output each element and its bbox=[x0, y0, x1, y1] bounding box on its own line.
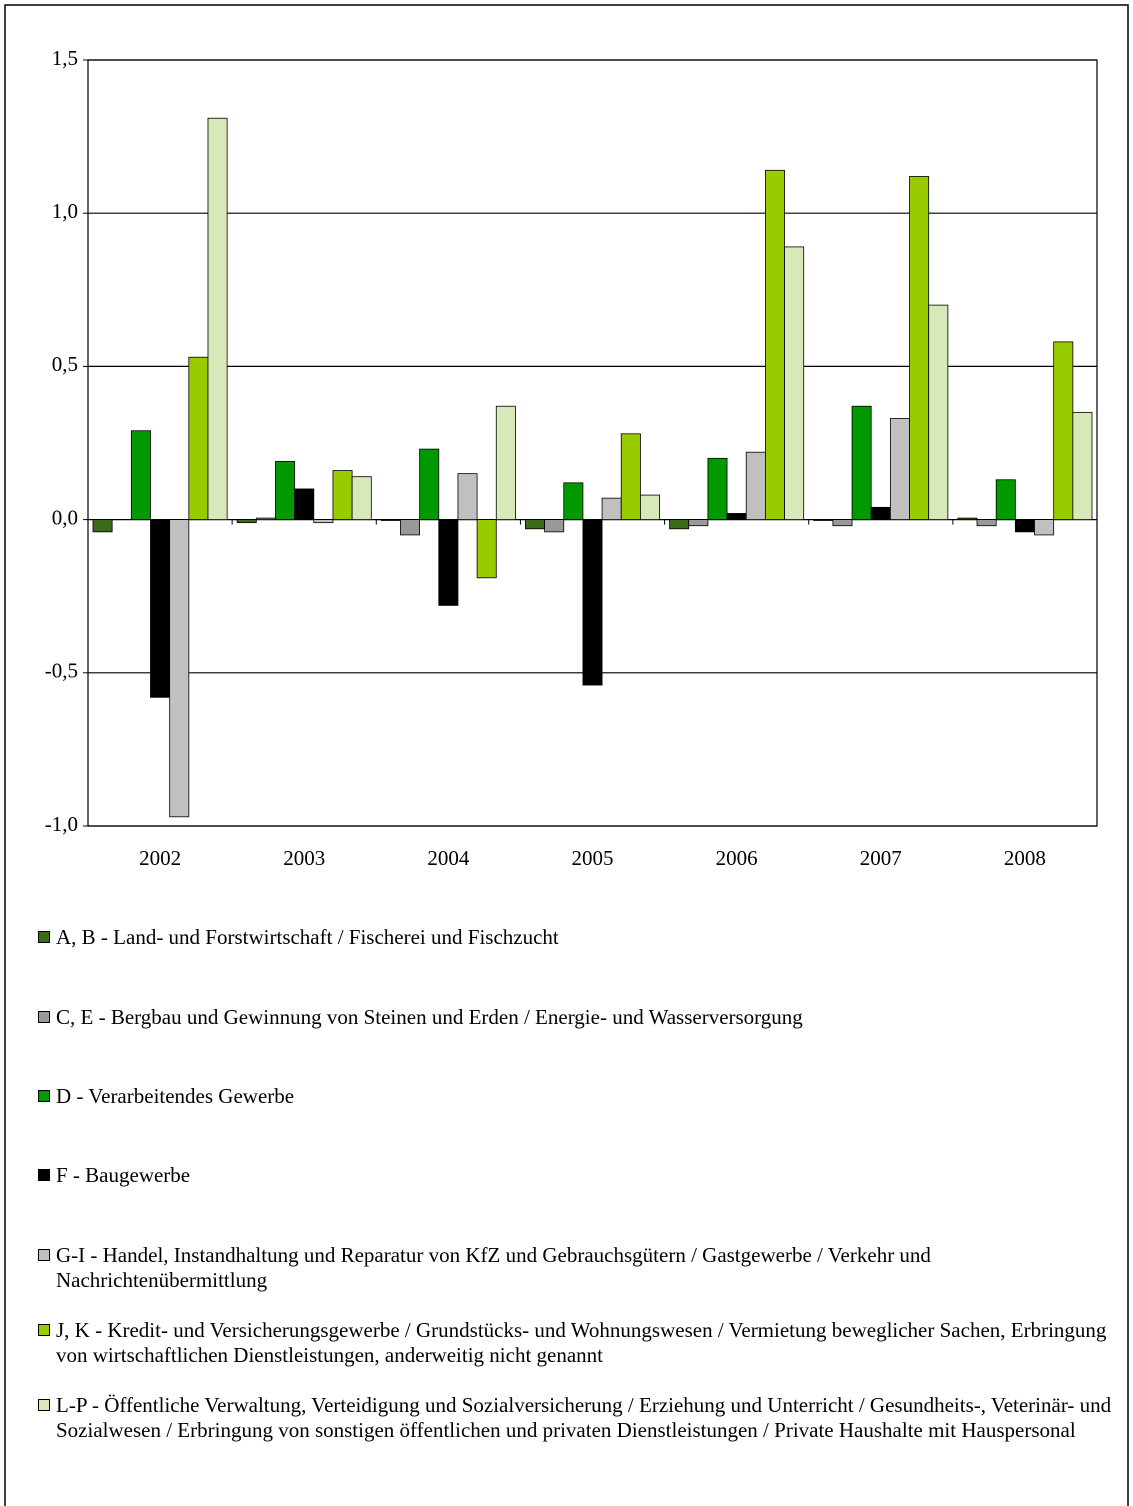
bar bbox=[400, 519, 421, 536]
bar bbox=[851, 405, 872, 520]
bar bbox=[150, 519, 171, 698]
bar bbox=[563, 482, 584, 521]
legend-label: A, B - Land- und Forstwirtschaft / Fisch… bbox=[56, 925, 559, 949]
legend-swatch bbox=[38, 1324, 50, 1336]
bar bbox=[236, 519, 257, 524]
legend-label: L-P - Öffentliche Verwaltung, Verteidigu… bbox=[56, 1393, 1112, 1442]
bar bbox=[976, 519, 997, 527]
bar bbox=[332, 470, 353, 520]
bar bbox=[495, 405, 516, 520]
legend-item: D - Verarbeitendes Gewerbe bbox=[38, 1084, 1131, 1109]
y-tick-label: -1,0 bbox=[45, 812, 78, 836]
bar bbox=[207, 117, 228, 521]
y-tick-label: 1,5 bbox=[52, 46, 78, 70]
x-tick-label: 2006 bbox=[716, 846, 758, 870]
bar bbox=[457, 473, 478, 521]
bar bbox=[1034, 519, 1055, 536]
legend-swatch bbox=[38, 1249, 50, 1261]
y-tick-label: 0,0 bbox=[52, 505, 78, 529]
legend-swatch bbox=[38, 931, 50, 943]
chart-border bbox=[4, 4, 1129, 1506]
y-tick-label: 1,0 bbox=[52, 199, 78, 223]
legend-label: C, E - Bergbau und Gewinnung von Steinen… bbox=[56, 1005, 803, 1029]
legend-item: G-I - Handel, Instandhaltung und Reparat… bbox=[38, 1243, 1131, 1293]
bar bbox=[909, 176, 930, 521]
bar bbox=[92, 519, 113, 533]
bar bbox=[419, 448, 440, 520]
legend-item: J, K - Kredit- und Versicherungsgewerbe … bbox=[38, 1318, 1131, 1368]
x-tick-label: 2007 bbox=[860, 846, 902, 870]
bar bbox=[130, 430, 151, 520]
bar bbox=[745, 451, 766, 520]
legend-label: G-I - Handel, Instandhaltung und Reparat… bbox=[56, 1243, 931, 1292]
bar bbox=[582, 519, 603, 686]
bar bbox=[832, 519, 853, 527]
bar bbox=[438, 519, 459, 606]
bar bbox=[726, 513, 747, 520]
bar bbox=[275, 460, 296, 521]
bar bbox=[889, 418, 910, 521]
x-tick-label: 2008 bbox=[1004, 846, 1046, 870]
bar bbox=[188, 356, 209, 521]
bar bbox=[813, 519, 834, 521]
bar bbox=[688, 519, 709, 527]
bar bbox=[1053, 341, 1074, 521]
bar bbox=[544, 519, 565, 533]
bar bbox=[640, 494, 660, 521]
x-tick-label: 2003 bbox=[283, 846, 325, 870]
bar bbox=[764, 169, 785, 520]
legend-label: F - Baugewerbe bbox=[56, 1163, 191, 1187]
legend-swatch bbox=[38, 1169, 50, 1181]
bar bbox=[351, 476, 372, 521]
legend-swatch bbox=[38, 1399, 50, 1411]
bar bbox=[707, 457, 728, 521]
bar bbox=[928, 304, 949, 520]
legend-item: L-P - Öffentliche Verwaltung, Verteidigu… bbox=[38, 1393, 1131, 1443]
x-tick-label: 2004 bbox=[427, 846, 470, 870]
legend-swatch bbox=[38, 1011, 50, 1023]
legend-label: J, K - Kredit- und Versicherungsgewerbe … bbox=[56, 1318, 1107, 1367]
bar bbox=[995, 479, 1016, 521]
bar bbox=[525, 519, 545, 530]
legend-label: D - Verarbeitendes Gewerbe bbox=[56, 1084, 295, 1108]
legend-item: C, E - Bergbau und Gewinnung von Steinen… bbox=[38, 1005, 1131, 1030]
x-tick-label: 2005 bbox=[572, 846, 614, 870]
bar bbox=[476, 519, 497, 579]
bar bbox=[620, 433, 641, 521]
plot-frame bbox=[87, 59, 1098, 827]
bar bbox=[957, 517, 978, 520]
legend-item: A, B - Land- und Forstwirtschaft / Fisch… bbox=[38, 925, 1131, 950]
bar bbox=[1014, 519, 1035, 533]
x-tick-label: 2002 bbox=[139, 846, 181, 870]
bar bbox=[294, 488, 315, 520]
y-tick-label: 0,5 bbox=[52, 352, 78, 376]
bar bbox=[784, 246, 805, 521]
bar bbox=[601, 497, 622, 521]
bar bbox=[1072, 411, 1093, 520]
legend-swatch bbox=[38, 1090, 50, 1102]
bar bbox=[255, 517, 276, 520]
bar bbox=[313, 519, 334, 524]
bar bbox=[870, 506, 891, 520]
bar bbox=[380, 519, 401, 521]
bar bbox=[169, 519, 190, 818]
y-tick-label: -0,5 bbox=[45, 659, 78, 683]
bar bbox=[669, 519, 690, 530]
legend-item: F - Baugewerbe bbox=[38, 1163, 1131, 1188]
